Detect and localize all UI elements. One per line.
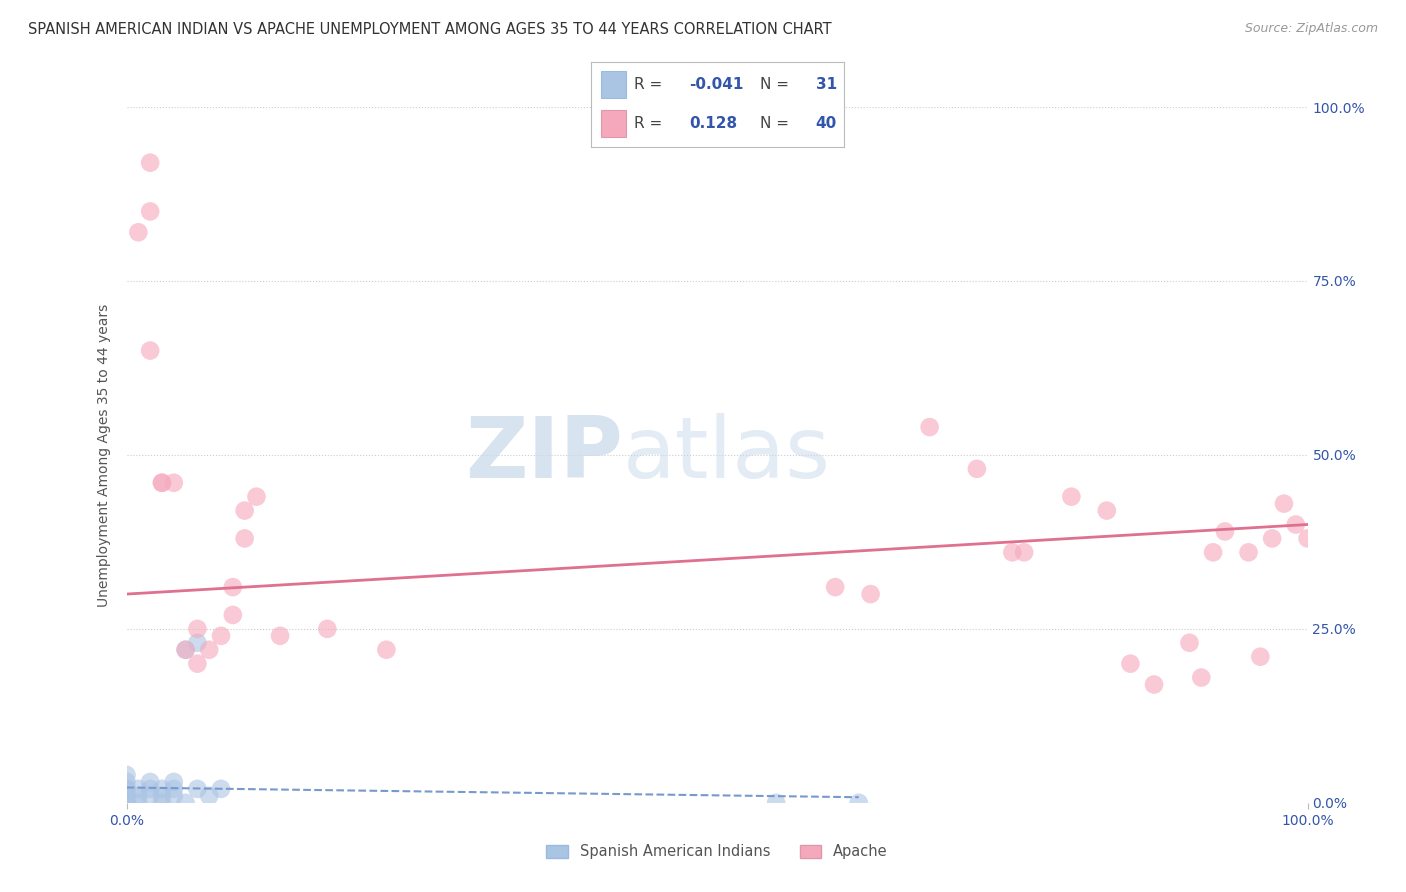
Point (150, 475, 173, 490)
Point (115, 789, 138, 803)
Point (848, 796, 870, 810)
Point (174, 642, 197, 657)
Text: Source: ZipAtlas.com: Source: ZipAtlas.com (1244, 22, 1378, 36)
Point (150, 781, 173, 796)
Point (115, 796, 138, 810)
Point (115, 789, 138, 803)
Point (966, 462, 988, 476)
Point (209, 629, 232, 643)
Point (198, 789, 221, 803)
Point (150, 796, 173, 810)
Point (1119, 657, 1142, 671)
Point (127, 789, 149, 803)
Point (1272, 497, 1295, 511)
Point (1296, 532, 1319, 546)
Point (115, 781, 138, 796)
Point (139, 343, 162, 358)
Text: 0.128: 0.128 (689, 116, 737, 131)
Point (198, 642, 221, 657)
Point (186, 622, 208, 636)
Point (115, 796, 138, 810)
Point (139, 781, 162, 796)
Point (765, 796, 787, 810)
Point (222, 580, 245, 594)
Point (1095, 503, 1118, 517)
Point (127, 225, 149, 239)
Text: SPANISH AMERICAN INDIAN VS APACHE UNEMPLOYMENT AMONG AGES 35 TO 44 YEARS CORRELA: SPANISH AMERICAN INDIAN VS APACHE UNEMPL… (28, 22, 832, 37)
Point (1001, 545, 1024, 559)
Text: ZIP: ZIP (465, 413, 623, 497)
Point (859, 587, 882, 601)
FancyBboxPatch shape (600, 110, 626, 137)
Point (1012, 545, 1035, 559)
Point (174, 642, 197, 657)
Point (127, 796, 149, 810)
Point (1213, 524, 1236, 539)
Point (139, 155, 162, 169)
Point (115, 796, 138, 810)
Point (115, 775, 138, 789)
Text: R =: R = (634, 77, 666, 92)
Point (375, 642, 398, 657)
Point (1202, 545, 1225, 559)
Point (1060, 490, 1083, 504)
Point (233, 532, 256, 546)
Text: R =: R = (634, 116, 666, 131)
Point (174, 796, 197, 810)
Y-axis label: Unemployment Among Ages 35 to 44 years: Unemployment Among Ages 35 to 44 years (97, 303, 111, 607)
Point (139, 789, 162, 803)
Point (127, 781, 149, 796)
Point (1285, 517, 1308, 532)
Point (163, 475, 186, 490)
Point (186, 636, 208, 650)
Point (316, 622, 339, 636)
Point (150, 475, 173, 490)
Point (824, 580, 846, 594)
Point (1261, 532, 1284, 546)
Text: N =: N = (761, 77, 794, 92)
Text: atlas: atlas (623, 413, 831, 497)
Point (269, 629, 291, 643)
Point (222, 607, 245, 622)
Point (1189, 671, 1212, 685)
Point (1143, 677, 1166, 691)
Point (186, 781, 208, 796)
FancyBboxPatch shape (600, 71, 626, 98)
Point (139, 775, 162, 789)
Point (115, 781, 138, 796)
Point (209, 781, 232, 796)
Point (186, 657, 208, 671)
Point (115, 768, 138, 782)
Point (163, 775, 186, 789)
Point (1237, 545, 1260, 559)
Text: 31: 31 (815, 77, 837, 92)
Point (150, 789, 173, 803)
Point (163, 789, 186, 803)
Point (139, 204, 162, 219)
Point (1178, 636, 1201, 650)
Point (115, 796, 138, 810)
Legend: Spanish American Indians, Apache: Spanish American Indians, Apache (540, 838, 894, 865)
Text: 40: 40 (815, 116, 837, 131)
Text: -0.041: -0.041 (689, 77, 744, 92)
Text: N =: N = (761, 116, 794, 131)
Point (1249, 649, 1271, 664)
Point (918, 420, 941, 434)
Point (233, 503, 256, 517)
Point (115, 796, 138, 810)
Point (163, 781, 186, 796)
Point (245, 490, 267, 504)
